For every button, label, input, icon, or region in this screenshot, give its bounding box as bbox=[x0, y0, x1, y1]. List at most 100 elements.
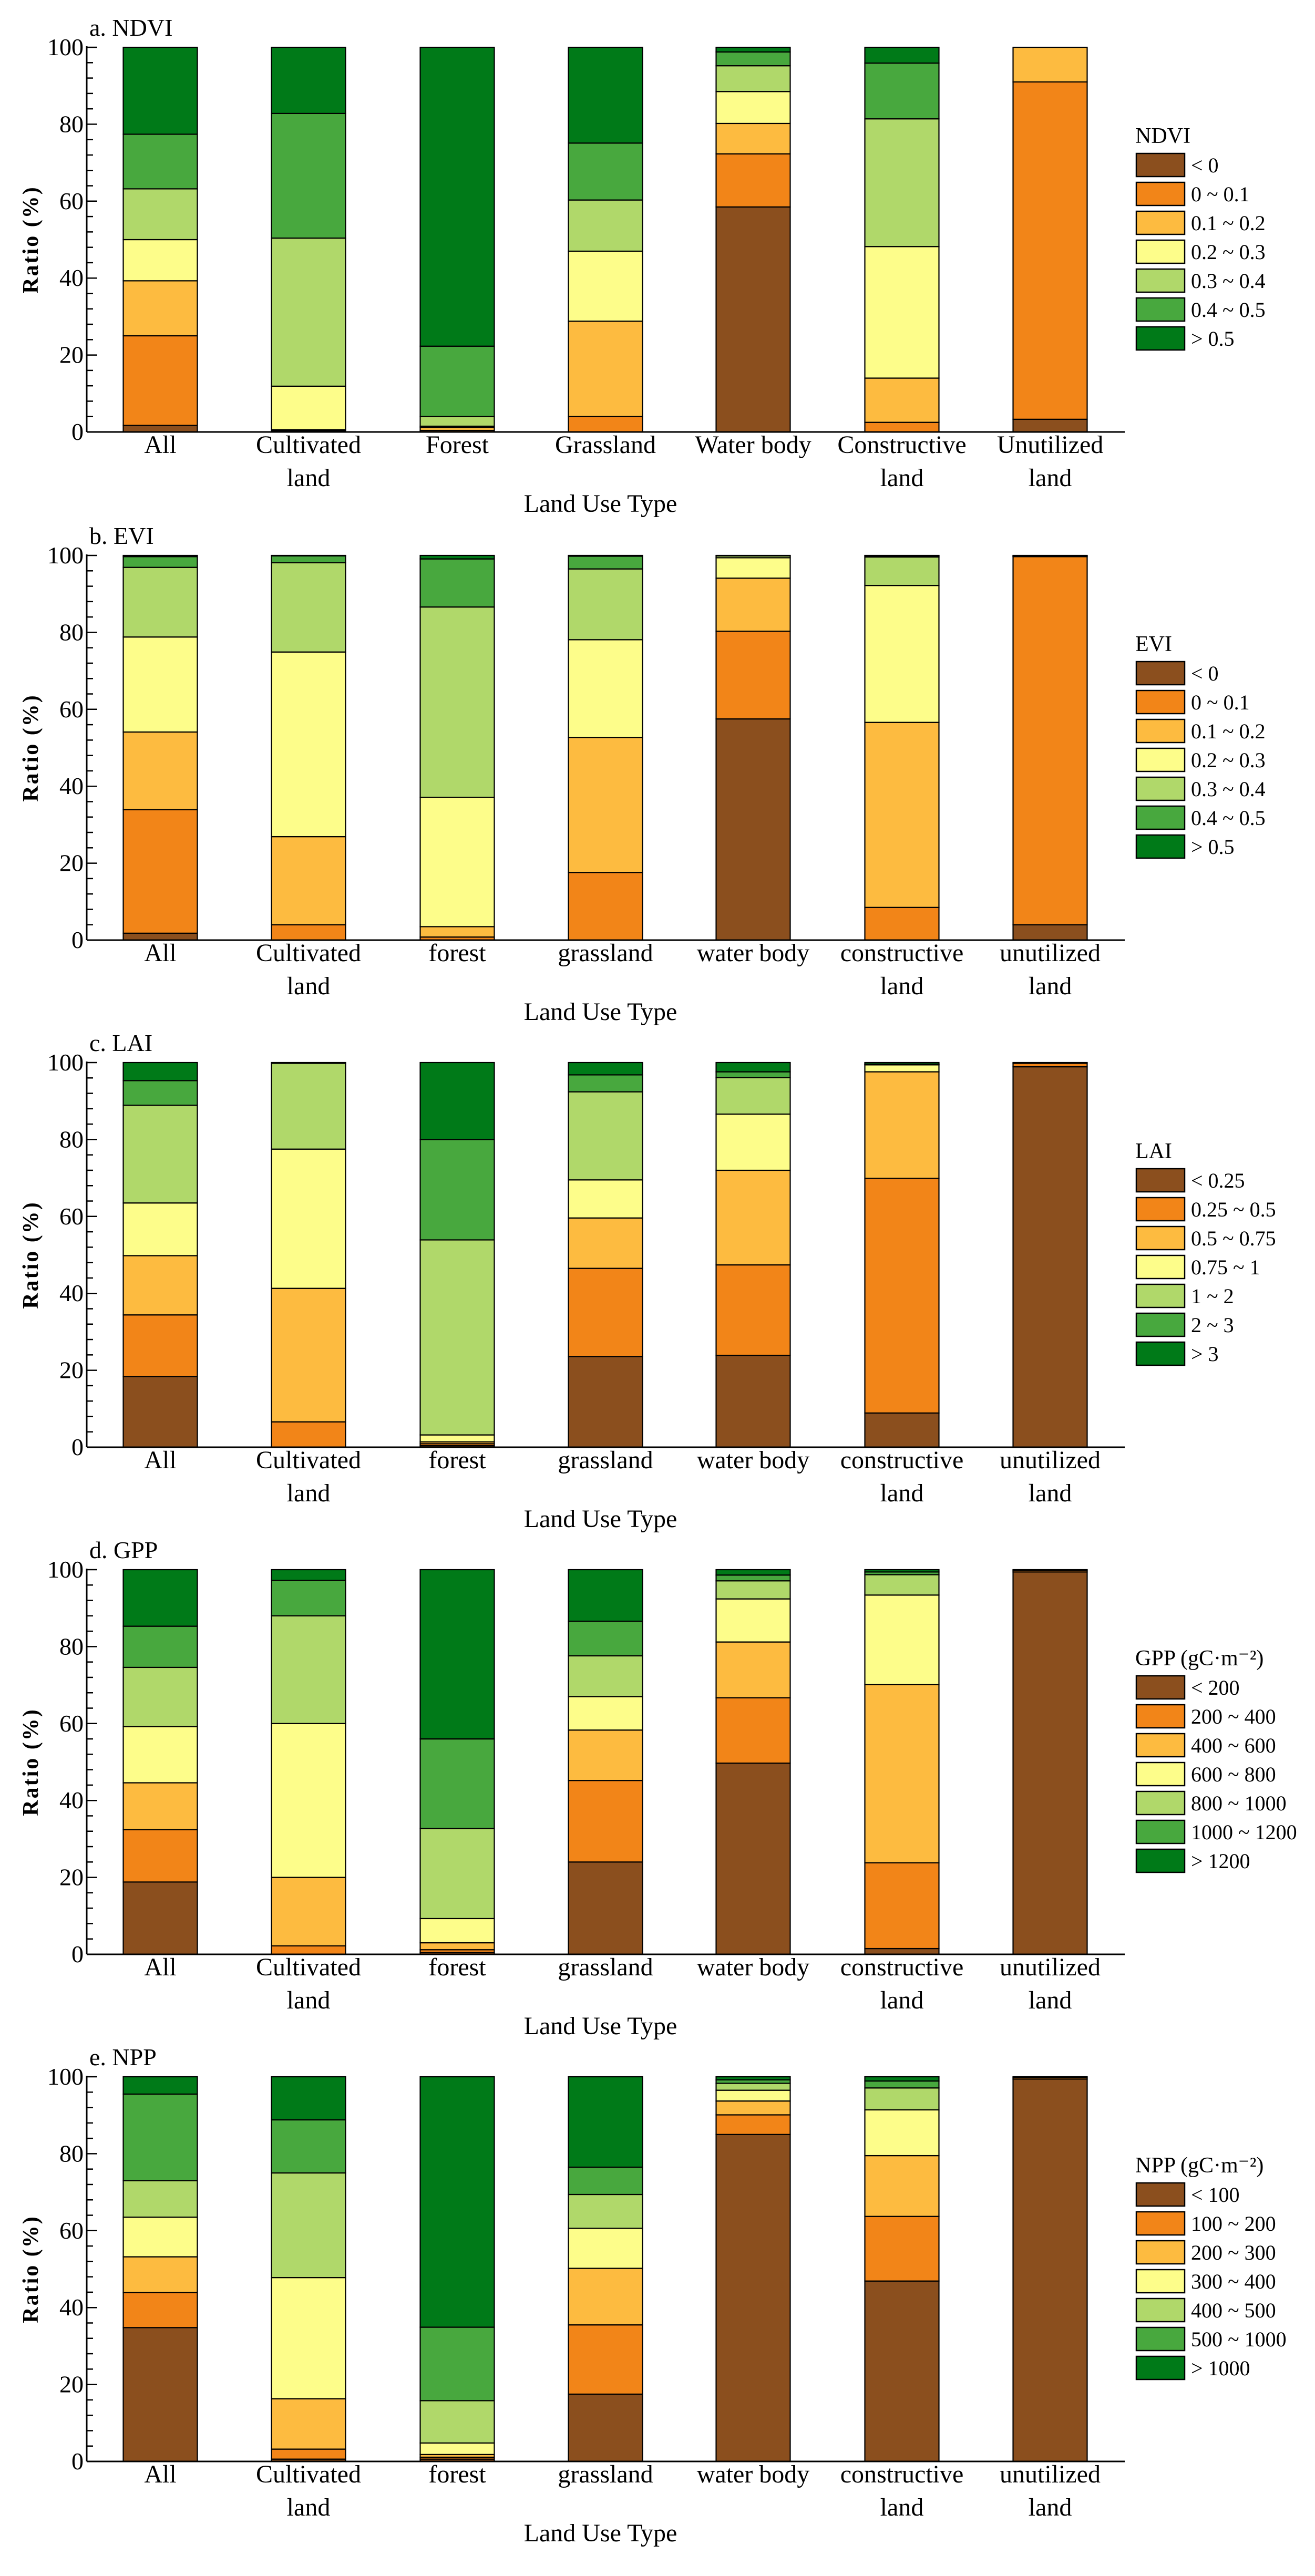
x-tick-label: land bbox=[880, 464, 924, 492]
legend-label: 400 ~ 500 bbox=[1191, 2299, 1276, 2322]
bar-segment bbox=[864, 2076, 940, 2082]
bar-segment bbox=[271, 2277, 346, 2399]
bar-segment bbox=[1012, 1571, 1088, 1955]
bar-stack bbox=[715, 554, 791, 941]
chart-title: c. LAI bbox=[89, 1029, 152, 1056]
bar-segment bbox=[715, 1264, 791, 1356]
x-tick-label: constructive bbox=[840, 2460, 964, 2488]
y-tick-label: 20 bbox=[59, 1864, 84, 1891]
legend-swatch bbox=[1135, 1168, 1186, 1193]
bar-stack bbox=[864, 554, 940, 941]
bar-segment bbox=[568, 1268, 643, 1357]
bar-segment bbox=[122, 1314, 198, 1377]
bar-segment bbox=[568, 1655, 643, 1697]
x-tick-label: water body bbox=[697, 2460, 810, 2488]
bar-segment bbox=[271, 554, 346, 557]
legend-item: 400 ~ 500 bbox=[1135, 2297, 1276, 2323]
bar-segment bbox=[864, 2087, 940, 2111]
bar-segment bbox=[568, 250, 643, 322]
bar-segment bbox=[419, 1062, 495, 1140]
legend-swatch bbox=[1135, 805, 1186, 830]
y-tick-label: 80 bbox=[59, 110, 84, 137]
legend-swatch bbox=[1135, 718, 1186, 744]
bar-segment bbox=[419, 1918, 495, 1944]
legend-item: > 3 bbox=[1135, 1341, 1219, 1366]
bar-segment bbox=[122, 1062, 198, 1081]
bar-segment bbox=[122, 1255, 198, 1316]
bar-segment bbox=[715, 206, 791, 433]
legend-label: > 0.5 bbox=[1191, 835, 1235, 859]
legend-label: 0.2 ~ 0.3 bbox=[1191, 748, 1266, 772]
x-tick-label: Cultivated bbox=[256, 1953, 361, 1981]
legend-swatch bbox=[1135, 747, 1186, 772]
y-tick-label: 40 bbox=[59, 2294, 84, 2321]
legend-label: 0.3 ~ 0.4 bbox=[1191, 777, 1266, 801]
legend-item: 0.75 ~ 1 bbox=[1135, 1254, 1260, 1280]
legend-label: 1000 ~ 1200 bbox=[1191, 1820, 1297, 1844]
legend-label: < 0 bbox=[1191, 153, 1219, 177]
legend-swatch bbox=[1135, 1704, 1186, 1729]
legend-item: < 0 bbox=[1135, 661, 1219, 686]
bar-stack bbox=[1012, 1569, 1088, 1955]
legend-label: < 0 bbox=[1191, 662, 1219, 685]
bar-segment bbox=[271, 2119, 346, 2174]
legend-label: < 100 bbox=[1191, 2183, 1240, 2207]
x-tick-label: land bbox=[880, 1479, 924, 1507]
legend-item: 1 ~ 2 bbox=[1135, 1283, 1234, 1308]
bar-segment bbox=[419, 345, 495, 417]
x-tick-label: forest bbox=[428, 1953, 486, 1981]
bar-segment bbox=[568, 554, 643, 557]
bar-segment bbox=[1012, 556, 1088, 925]
bar-segment bbox=[715, 1077, 791, 1115]
x-tick-label: Cultivated bbox=[256, 939, 361, 967]
bar-segment bbox=[271, 2076, 346, 2121]
x-tick-label: grassland bbox=[558, 1953, 653, 1981]
bar-segment bbox=[122, 1569, 198, 1627]
bar-stack bbox=[419, 2076, 495, 2462]
bar-segment bbox=[122, 188, 198, 241]
bar-segment bbox=[864, 2109, 940, 2157]
bar-stack bbox=[1012, 2076, 1088, 2462]
y-tick-label: 80 bbox=[59, 1633, 84, 1660]
bar-segment bbox=[864, 1684, 940, 1863]
bar-segment bbox=[122, 1782, 198, 1830]
legend-label: > 1200 bbox=[1191, 1849, 1250, 1873]
legend-label: 600 ~ 800 bbox=[1191, 1763, 1276, 1786]
bar-stack bbox=[271, 46, 346, 433]
bar-segment bbox=[271, 1148, 346, 1289]
bar-segment bbox=[864, 377, 940, 423]
legend-swatch bbox=[1135, 1254, 1186, 1280]
legend-item: 200 ~ 300 bbox=[1135, 2240, 1276, 2265]
bar-segment bbox=[271, 1421, 346, 1448]
x-tick-label: grassland bbox=[558, 2460, 653, 2488]
bar-segment bbox=[419, 2442, 495, 2455]
legend-label: 0.4 ~ 0.5 bbox=[1191, 806, 1266, 830]
legend-swatch bbox=[1135, 2269, 1186, 2294]
bar-stack bbox=[419, 1569, 495, 1955]
bar-segment bbox=[715, 2083, 791, 2091]
bar-segment bbox=[568, 2393, 643, 2462]
bar-segment bbox=[864, 584, 940, 723]
x-tick-label: Grassland bbox=[555, 431, 656, 459]
x-tick-label: grassland bbox=[558, 1446, 653, 1474]
bar-stack bbox=[568, 2076, 643, 2462]
y-tick-label: 0 bbox=[71, 1941, 84, 1967]
bar-segment bbox=[864, 2216, 940, 2282]
legend-label: > 0.5 bbox=[1191, 327, 1235, 351]
bar-segment bbox=[864, 2155, 940, 2217]
legend-swatch bbox=[1135, 689, 1186, 715]
bar-segment bbox=[715, 65, 791, 92]
bar-segment bbox=[419, 1139, 495, 1241]
y-tick-label: 60 bbox=[59, 696, 84, 723]
bar-segment bbox=[122, 2327, 198, 2462]
bar-segment bbox=[715, 1574, 791, 1582]
bar-segment bbox=[864, 556, 940, 586]
y-tick-label: 20 bbox=[59, 1357, 84, 1384]
legend: LAI < 0.25 0.25 ~ 0.5 0.5 ~ 0.75 0.75 ~ 1 1 ~… bbox=[1135, 1139, 1276, 1366]
bar-segment bbox=[715, 46, 791, 53]
legend-label: 0.3 ~ 0.4 bbox=[1191, 269, 1266, 293]
bar-segment bbox=[271, 651, 346, 838]
bar-segment bbox=[122, 731, 198, 810]
bar-segment bbox=[715, 631, 791, 720]
legend-swatch bbox=[1135, 152, 1186, 178]
